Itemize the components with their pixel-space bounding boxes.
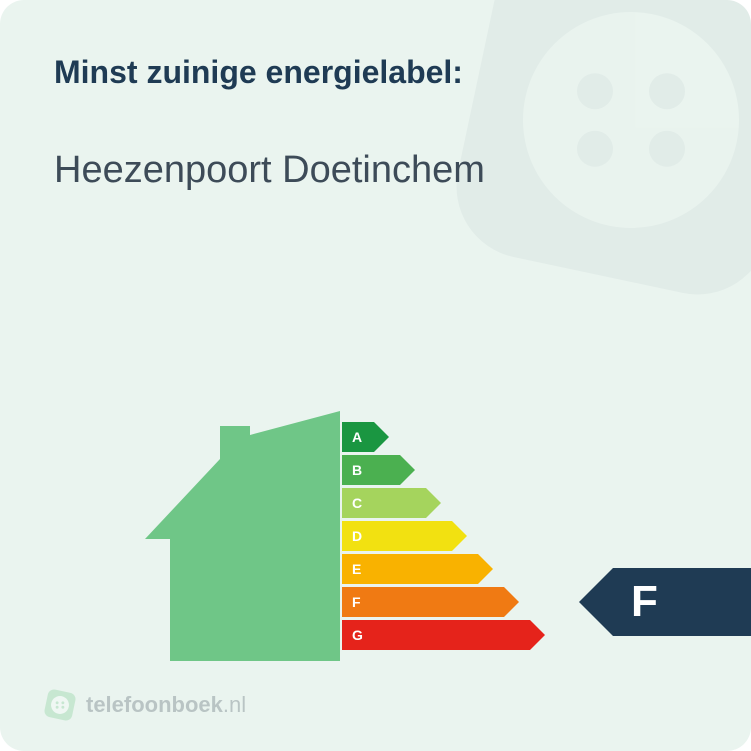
selected-arrow-icon: [579, 568, 613, 636]
bar-body: [342, 554, 478, 584]
page-title: Minst zuinige energielabel:: [54, 54, 697, 91]
bar-body: [342, 455, 400, 485]
selected-letter-text: F: [631, 577, 658, 627]
bar-arrow-icon: [452, 521, 467, 551]
content: Minst zuinige energielabel: Heezenpoort …: [0, 0, 751, 192]
page-subtitle: Heezenpoort Doetinchem: [54, 149, 697, 192]
footer-logo-icon: [44, 689, 76, 721]
bar-label: B: [352, 455, 362, 485]
bar-arrow-icon: [478, 554, 493, 584]
bar-arrow-icon: [426, 488, 441, 518]
bar-arrow-icon: [504, 587, 519, 617]
selected-letter: F: [613, 568, 751, 636]
card: Minst zuinige energielabel: Heezenpoort …: [0, 0, 751, 751]
footer-brand-bold: telefoonboek: [86, 692, 223, 717]
house-icon: [140, 411, 340, 661]
bar-label: D: [352, 521, 362, 551]
bar-label: C: [352, 488, 362, 518]
bar-label: E: [352, 554, 361, 584]
selected-label-badge: F: [579, 568, 751, 636]
bar-label: A: [352, 422, 362, 452]
bar-arrow-icon: [374, 422, 389, 452]
footer: telefoonboek.nl: [44, 689, 246, 721]
bar-body: [342, 620, 530, 650]
footer-brand: telefoonboek.nl: [86, 692, 246, 718]
bar-arrow-icon: [530, 620, 545, 650]
bar-arrow-icon: [400, 455, 415, 485]
bar-label: F: [352, 587, 361, 617]
footer-brand-light: .nl: [223, 692, 246, 717]
bar-label: G: [352, 620, 363, 650]
energy-chart: ABCDEFG F: [0, 381, 751, 661]
bar-body: [342, 587, 504, 617]
